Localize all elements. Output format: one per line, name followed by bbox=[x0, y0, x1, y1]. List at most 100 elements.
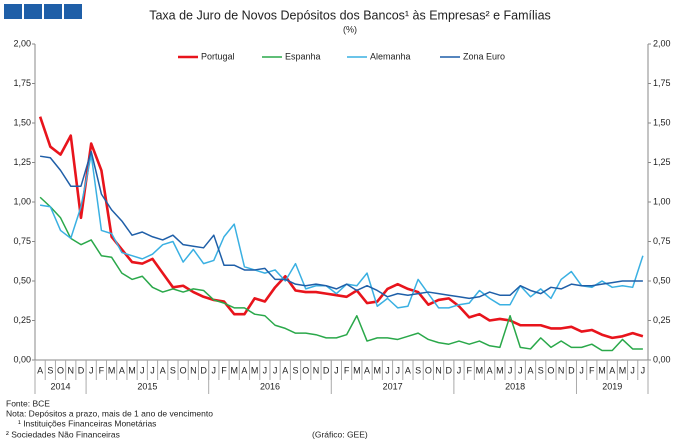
x-tick-label: O bbox=[180, 365, 187, 375]
x-tick-label: M bbox=[251, 365, 259, 375]
y-tick-label: 2,00 bbox=[13, 38, 31, 48]
x-tick-label: D bbox=[78, 365, 85, 375]
y-tick-label: 1,00 bbox=[13, 196, 31, 206]
chart-title: Taxa de Juro de Novos Depósitos dos Banc… bbox=[149, 8, 551, 22]
x-tick-label: F bbox=[466, 365, 472, 375]
x-tick-label: J bbox=[385, 365, 390, 375]
x-tick-label: J bbox=[508, 365, 513, 375]
x-tick-label: A bbox=[119, 365, 125, 375]
y2-tick-label: 1,50 bbox=[653, 117, 671, 127]
x-tick-label: D bbox=[323, 365, 330, 375]
x-tick-label: J bbox=[150, 365, 155, 375]
chart-subtitle: (%) bbox=[343, 24, 357, 34]
year-label: 2017 bbox=[383, 381, 403, 391]
x-tick-label: O bbox=[425, 365, 432, 375]
y2-tick-label: 2,00 bbox=[653, 38, 671, 48]
x-tick-label: M bbox=[353, 365, 361, 375]
x-tick-label: A bbox=[487, 365, 493, 375]
note: Nota: Depósitos a prazo, mais de 1 ano d… bbox=[6, 408, 213, 418]
year-label: 2014 bbox=[51, 381, 71, 391]
x-tick-label: J bbox=[630, 365, 635, 375]
series-line bbox=[38, 116, 644, 340]
note: ¹ Instituições Financeiras Monetárias bbox=[18, 418, 156, 428]
x-tick-label: J bbox=[457, 365, 462, 375]
x-tick-label: A bbox=[609, 365, 615, 375]
note: Fonte: BCE bbox=[6, 398, 50, 408]
y2-tick-label: 1,00 bbox=[653, 196, 671, 206]
x-tick-label: S bbox=[415, 365, 421, 375]
x-tick-label: S bbox=[293, 365, 299, 375]
y2-tick-label: 0,50 bbox=[653, 275, 671, 285]
series-line bbox=[39, 153, 644, 309]
x-tick-label: F bbox=[99, 365, 105, 375]
y2-tick-label: 0,75 bbox=[653, 236, 671, 246]
x-tick-label: M bbox=[230, 365, 238, 375]
year-label: 2018 bbox=[505, 381, 525, 391]
x-tick-label: D bbox=[446, 365, 453, 375]
x-tick-label: N bbox=[435, 365, 442, 375]
y-tick-label: 0,50 bbox=[13, 275, 31, 285]
logo-square bbox=[4, 4, 22, 19]
x-tick-label: A bbox=[364, 365, 370, 375]
legend-label: Portugal bbox=[201, 51, 235, 61]
x-tick-label: M bbox=[619, 365, 627, 375]
credit: (Gráfico: GEE) bbox=[312, 429, 368, 439]
y-tick-label: 0,75 bbox=[13, 236, 31, 246]
year-label: 2016 bbox=[260, 381, 280, 391]
x-tick-label: O bbox=[57, 365, 64, 375]
x-tick-label: N bbox=[68, 365, 75, 375]
x-tick-label: J bbox=[263, 365, 268, 375]
x-tick-label: M bbox=[496, 365, 504, 375]
x-tick-label: M bbox=[598, 365, 606, 375]
series-line bbox=[39, 196, 643, 352]
y-tick-label: 0,00 bbox=[13, 354, 31, 364]
x-tick-label: M bbox=[374, 365, 382, 375]
x-tick-label: M bbox=[108, 365, 116, 375]
x-tick-label: A bbox=[405, 365, 411, 375]
x-tick-label: A bbox=[282, 365, 288, 375]
x-tick-label: S bbox=[47, 365, 53, 375]
x-tick-label: M bbox=[476, 365, 484, 375]
x-tick-label: F bbox=[221, 365, 227, 375]
x-tick-label: O bbox=[547, 365, 554, 375]
x-tick-label: N bbox=[313, 365, 320, 375]
x-tick-label: J bbox=[89, 365, 94, 375]
x-tick-label: J bbox=[273, 365, 278, 375]
x-tick-label: O bbox=[302, 365, 309, 375]
x-tick-label: J bbox=[579, 365, 584, 375]
x-tick-label: S bbox=[170, 365, 176, 375]
legend-label: Zona Euro bbox=[463, 51, 505, 61]
x-tick-label: D bbox=[568, 365, 575, 375]
x-tick-label: A bbox=[528, 365, 534, 375]
x-tick-label: N bbox=[558, 365, 565, 375]
x-tick-label: F bbox=[589, 365, 595, 375]
x-tick-label: J bbox=[395, 365, 400, 375]
x-tick-label: A bbox=[160, 365, 166, 375]
y2-tick-label: 1,25 bbox=[653, 157, 671, 167]
note: ² Sociedades Não Financeiras bbox=[6, 429, 120, 439]
x-tick-label: D bbox=[200, 365, 207, 375]
x-tick-label: M bbox=[128, 365, 136, 375]
x-tick-label: N bbox=[190, 365, 197, 375]
x-tick-label: J bbox=[641, 365, 646, 375]
logo-square bbox=[24, 4, 42, 19]
series-line bbox=[39, 150, 643, 300]
logo-square bbox=[64, 4, 82, 19]
logo bbox=[4, 4, 82, 19]
y2-tick-label: 1,75 bbox=[653, 78, 671, 88]
x-tick-label: F bbox=[344, 365, 350, 375]
y-tick-label: 1,75 bbox=[13, 78, 31, 88]
x-tick-label: A bbox=[37, 365, 43, 375]
y-tick-label: 1,50 bbox=[13, 117, 31, 127]
y-tick-label: 1,25 bbox=[13, 157, 31, 167]
logo-square bbox=[44, 4, 62, 19]
y2-tick-label: 0,25 bbox=[653, 315, 671, 325]
x-tick-label: J bbox=[140, 365, 145, 375]
legend-label: Espanha bbox=[285, 51, 321, 61]
x-tick-label: J bbox=[212, 365, 217, 375]
x-tick-label: J bbox=[334, 365, 339, 375]
y2-tick-label: 0,00 bbox=[653, 354, 671, 364]
x-tick-label: S bbox=[538, 365, 544, 375]
year-label: 2019 bbox=[602, 381, 622, 391]
